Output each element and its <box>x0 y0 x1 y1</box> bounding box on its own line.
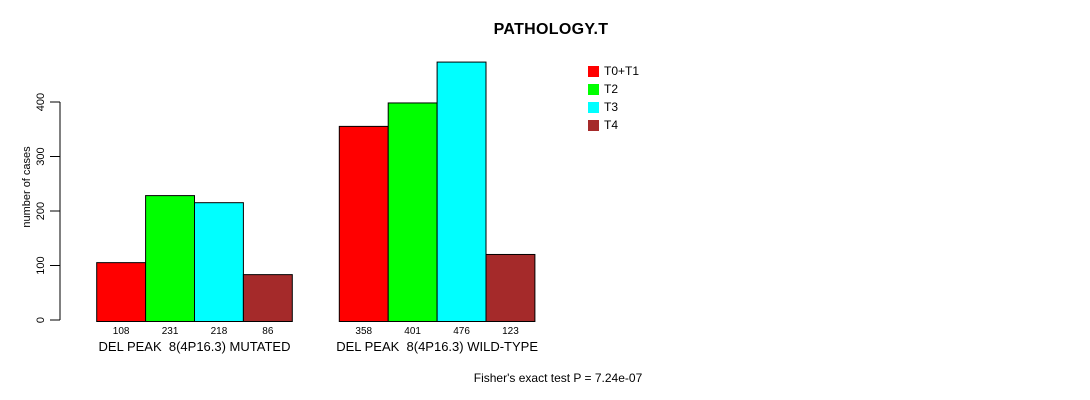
legend-swatch-icon <box>588 83 599 95</box>
legend-label: T3 <box>604 100 619 114</box>
legend-row: T3 <box>588 98 639 116</box>
legend-row: T4 <box>588 116 639 134</box>
legend-swatch-icon <box>588 65 599 77</box>
bar-value-label: 123 <box>502 326 519 337</box>
legend: T0+T1 T2 T3 T4 <box>588 62 639 134</box>
legend-row: T2 <box>588 80 639 98</box>
bar-value-label: 231 <box>162 326 179 337</box>
bar-value-label: 218 <box>211 326 228 337</box>
chart-title: PATHOLOGY.T <box>493 21 609 38</box>
y-axis-tick-label: 400 <box>35 93 47 111</box>
legend-row: T0+T1 <box>588 62 639 80</box>
legend-swatch-icon <box>588 101 599 113</box>
bar-t3 <box>194 202 244 322</box>
legend-swatch-icon <box>588 119 599 131</box>
y-axis-tick-label: 100 <box>35 256 47 274</box>
legend-label: T0+T1 <box>604 64 640 78</box>
group-label: DEL PEAK 8(4P16.3) WILD-TYPE <box>336 339 538 354</box>
bar-value-label: 108 <box>113 326 130 337</box>
bar-t4 <box>485 253 536 322</box>
bar-value-label: 358 <box>355 326 372 337</box>
bar-t2 <box>387 102 438 322</box>
y-axis-tick-label: 200 <box>35 202 47 220</box>
group-label: DEL PEAK 8(4P16.3) MUTATED <box>99 339 291 354</box>
bar-t0-t1 <box>338 125 389 322</box>
bar-value-label: 401 <box>404 326 421 337</box>
legend-label: T2 <box>604 82 619 96</box>
legend-label: T4 <box>604 118 619 132</box>
y-axis-tick-label: 0 <box>35 317 47 323</box>
bar-t0-t1 <box>96 262 147 323</box>
bar-t2 <box>145 195 196 322</box>
fisher-test-annotation: Fisher's exact test P = 7.24e-07 <box>473 371 643 385</box>
bar-value-label: 476 <box>453 326 470 337</box>
bar-t4 <box>242 274 293 323</box>
bar-t3 <box>436 61 487 323</box>
bar-value-label: 86 <box>262 326 274 337</box>
y-axis-tick-label: 300 <box>35 147 47 165</box>
